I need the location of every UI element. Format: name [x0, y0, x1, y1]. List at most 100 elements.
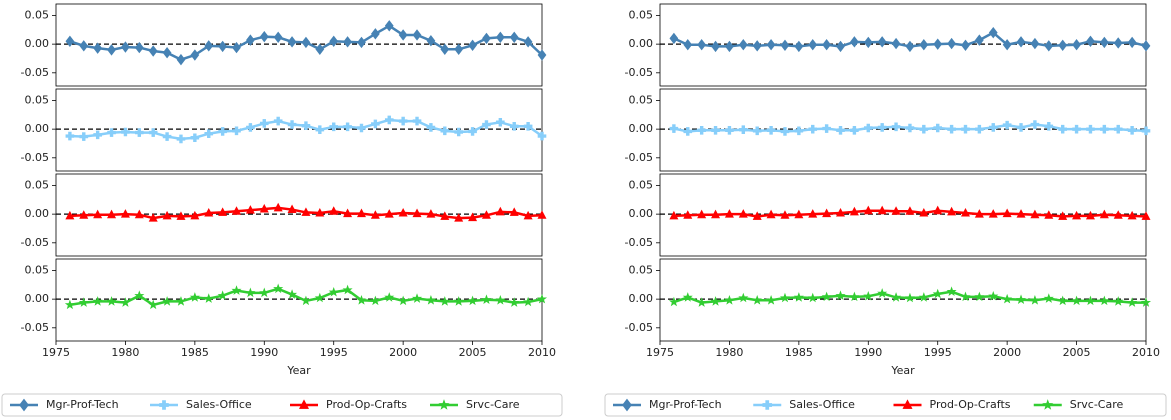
marker: [64, 299, 75, 310]
marker: [766, 295, 777, 305]
legend-marker: [438, 399, 450, 410]
marker: [440, 43, 450, 55]
marker: [537, 131, 547, 141]
marker: [93, 209, 103, 219]
marker: [329, 35, 339, 47]
marker: [780, 127, 790, 136]
legend-marker: [622, 398, 632, 412]
marker: [752, 126, 762, 136]
marker: [1030, 37, 1040, 50]
x-tick-label: 1975: [646, 346, 674, 359]
marker: [398, 116, 408, 126]
legend-label: Mgr-Prof-Tech: [649, 398, 722, 411]
marker: [204, 40, 214, 52]
marker: [218, 207, 228, 216]
marker: [509, 31, 519, 43]
marker: [92, 296, 103, 306]
marker: [482, 32, 491, 45]
marker: [1113, 210, 1123, 219]
marker: [176, 211, 186, 220]
marker: [509, 207, 519, 216]
marker: [370, 295, 381, 306]
marker: [79, 132, 89, 141]
marker: [849, 291, 860, 302]
legend-frame: [1, 393, 563, 417]
marker: [738, 209, 748, 218]
marker: [523, 36, 533, 48]
x-tick-label: 1980: [111, 346, 139, 359]
x-tick-label: 1995: [320, 346, 348, 359]
marker: [79, 210, 89, 219]
marker: [162, 296, 173, 306]
marker: [523, 296, 534, 307]
marker: [121, 41, 130, 53]
marker: [218, 40, 228, 53]
marker: [738, 292, 749, 303]
marker: [440, 211, 450, 220]
marker: [245, 287, 256, 298]
marker: [891, 292, 902, 302]
marker: [481, 210, 491, 219]
marker: [412, 208, 422, 218]
marker: [933, 123, 943, 133]
marker: [495, 206, 505, 216]
marker: [696, 297, 707, 307]
marker: [683, 127, 693, 136]
legend-marker: [159, 400, 169, 410]
marker: [190, 49, 200, 61]
marker: [905, 40, 915, 53]
marker: [78, 297, 89, 307]
marker: [204, 207, 214, 217]
marker: [1127, 36, 1137, 49]
marker: [752, 295, 763, 305]
marker: [203, 293, 214, 303]
marker: [960, 207, 970, 217]
y-tick-label: 0.05: [25, 263, 50, 276]
marker: [107, 44, 116, 56]
marker: [300, 295, 311, 306]
marker: [218, 127, 227, 136]
x-tick-label: 1990: [854, 346, 882, 359]
marker: [315, 125, 325, 135]
marker: [523, 121, 533, 131]
marker: [384, 20, 394, 32]
marker: [1113, 296, 1124, 306]
marker: [974, 291, 985, 302]
y-tick-label: 0.05: [25, 93, 50, 106]
marker: [190, 133, 200, 143]
marker: [162, 47, 172, 59]
marker: [863, 36, 873, 49]
marker: [301, 121, 311, 130]
marker: [93, 42, 103, 54]
marker: [1099, 295, 1110, 306]
marker: [273, 116, 283, 126]
marker: [523, 210, 533, 220]
marker: [710, 296, 721, 306]
marker: [1127, 125, 1137, 135]
x-tick-label: 1995: [924, 346, 952, 359]
legend-frame: [604, 393, 1167, 417]
x-tick-label: 1985: [785, 346, 813, 359]
marker: [739, 125, 748, 135]
marker: [822, 39, 832, 51]
marker: [135, 128, 144, 137]
marker: [259, 203, 269, 213]
marker: [537, 210, 547, 219]
legend-label: Prod-Op-Crafts: [326, 398, 407, 411]
y-tick-label: 0.05: [629, 178, 654, 191]
legend-label: Prod-Op-Crafts: [930, 398, 1011, 411]
marker: [120, 209, 130, 218]
marker: [343, 208, 353, 218]
marker: [836, 40, 845, 53]
marker: [232, 41, 241, 54]
marker: [1030, 209, 1040, 219]
y-tick-label: 0.00: [629, 292, 654, 305]
marker: [877, 36, 887, 48]
y-tick-label: -0.05: [625, 321, 653, 334]
marker: [245, 205, 255, 214]
x-tick-label: 1990: [250, 346, 278, 359]
marker: [175, 296, 187, 306]
marker: [1016, 123, 1026, 132]
marker: [1058, 39, 1068, 51]
marker: [426, 123, 436, 132]
